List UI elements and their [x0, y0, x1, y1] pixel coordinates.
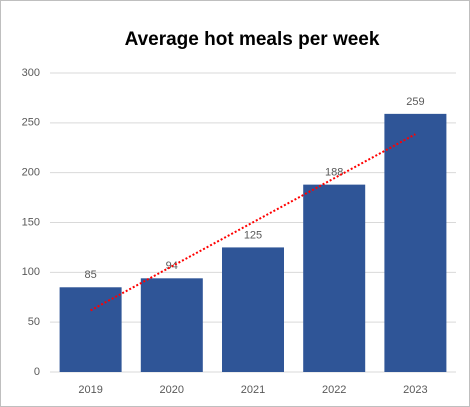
data-label: 188 — [325, 167, 343, 179]
x-tick-label: 2019 — [78, 384, 102, 396]
bar — [303, 184, 366, 372]
x-tick-label: 2020 — [160, 384, 184, 396]
y-tick-label: 100 — [22, 266, 40, 278]
y-tick-label: 250 — [22, 117, 40, 129]
y-tick-label: 200 — [22, 167, 40, 179]
bar — [222, 247, 284, 372]
trendline — [90, 133, 416, 312]
bar — [140, 278, 203, 372]
data-label: 125 — [244, 229, 262, 241]
y-tick-label: 50 — [28, 316, 40, 328]
y-tick-label: 150 — [22, 216, 40, 228]
y-tick-label: 0 — [34, 366, 40, 378]
data-label: 259 — [406, 96, 424, 108]
data-label: 85 — [84, 269, 96, 281]
bar — [384, 113, 447, 372]
chart-title: Average hot meals per week — [125, 29, 380, 50]
x-tick-label: 2023 — [403, 384, 427, 396]
y-tick-label: 300 — [22, 67, 40, 79]
x-tick-label: 2022 — [322, 384, 346, 396]
bar — [59, 287, 122, 372]
x-tick-label: 2021 — [241, 384, 265, 396]
